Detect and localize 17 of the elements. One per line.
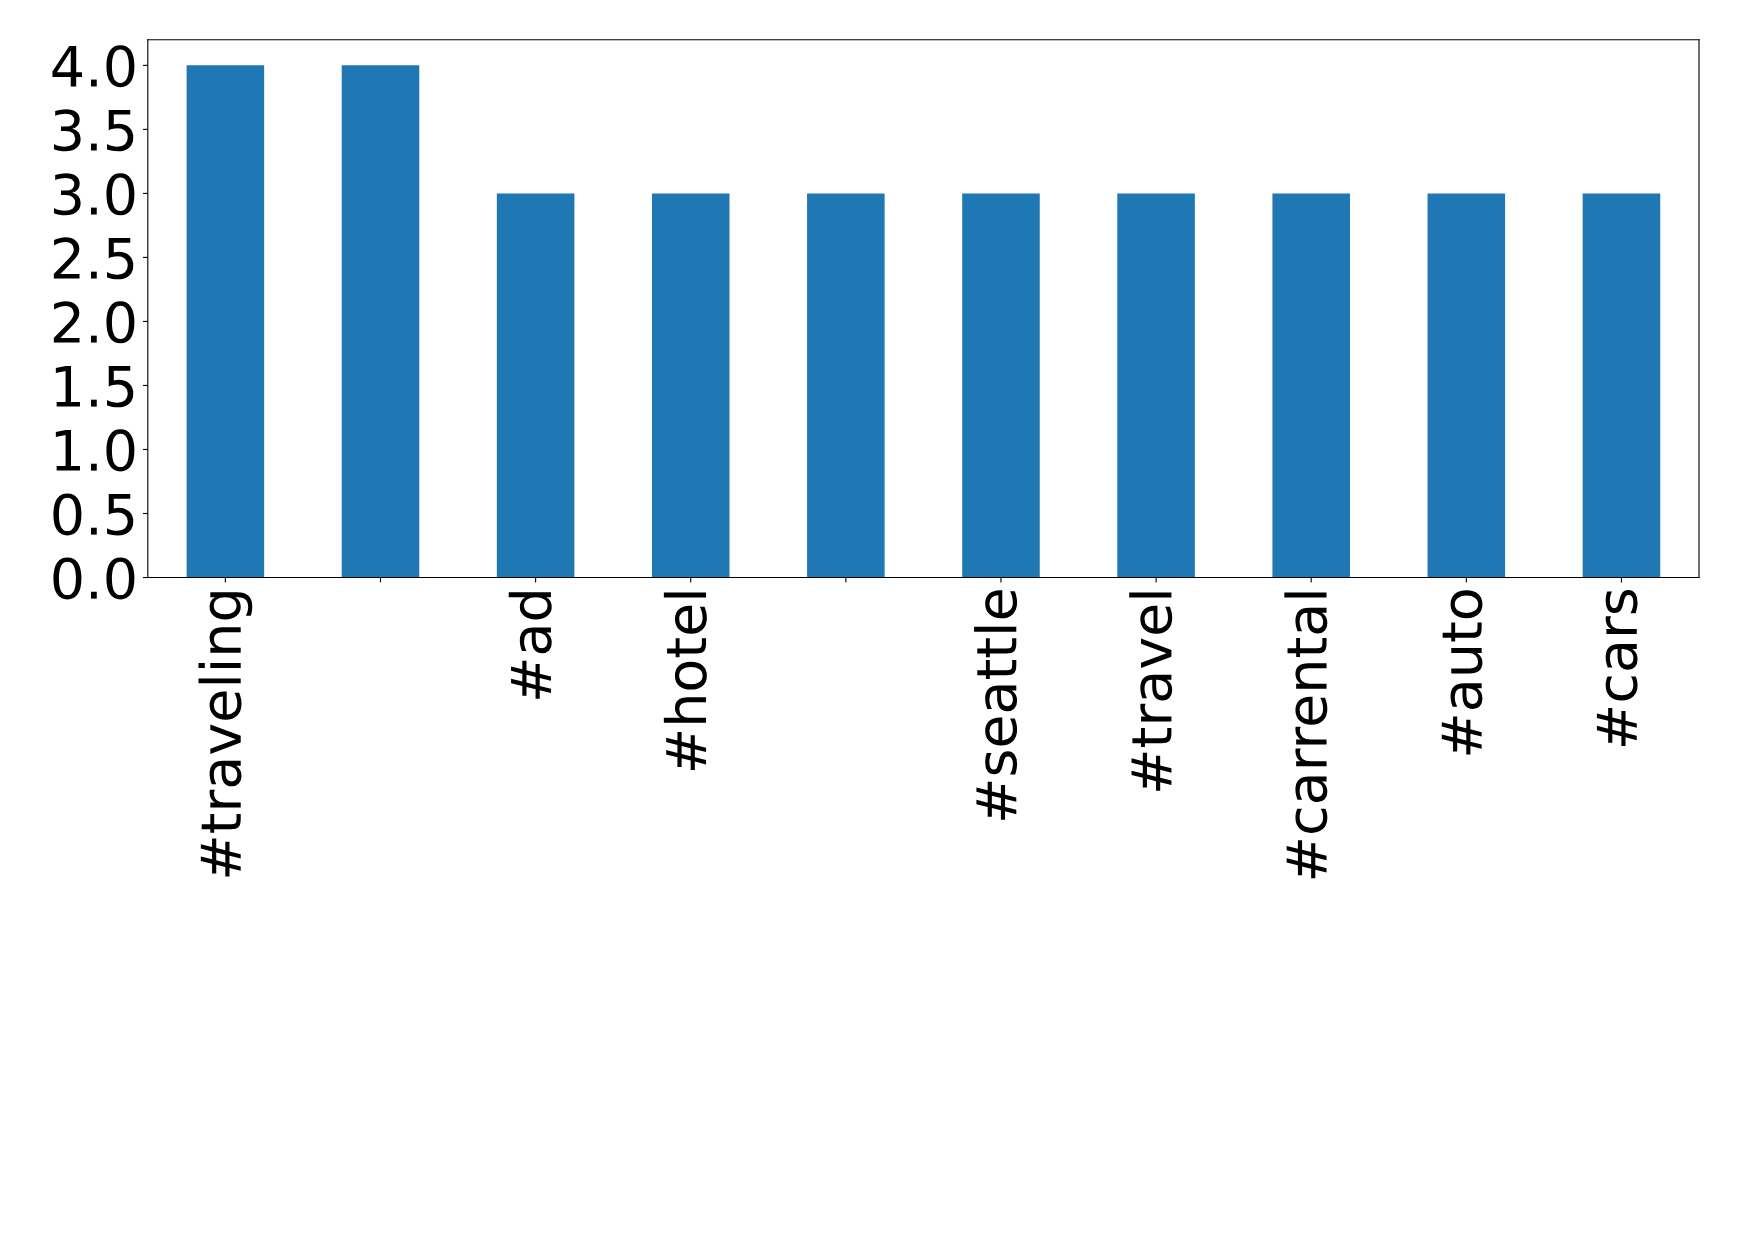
- y-tick-label: 3.0: [53, 173, 135, 216]
- x-tick-label: #traveling: [198, 592, 253, 877]
- y-tick-label: 4.0: [52, 45, 135, 88]
- y-tick-label: 3.5: [53, 109, 134, 152]
- y-tick-label: 1.0: [55, 429, 135, 472]
- x-tick-label: #seattle: [974, 590, 1018, 820]
- x-tick-label: #ad: [508, 592, 552, 699]
- y-tick-label: 1.5: [55, 366, 134, 408]
- y-tick-label: 0.5: [53, 493, 134, 536]
- y-tick-label: 0.0: [53, 557, 135, 600]
- x-tick-label: #travel: [1129, 592, 1173, 791]
- x-tick-label: #hotel: [663, 592, 707, 771]
- x-tick-label: #auto: [1441, 590, 1483, 755]
- y-tick-label: 2.5: [53, 237, 134, 280]
- x-tick-label: #cars: [1596, 589, 1638, 746]
- y-tick-label: 2.0: [53, 301, 135, 344]
- x-tick-label: #carrental: [1284, 592, 1328, 879]
